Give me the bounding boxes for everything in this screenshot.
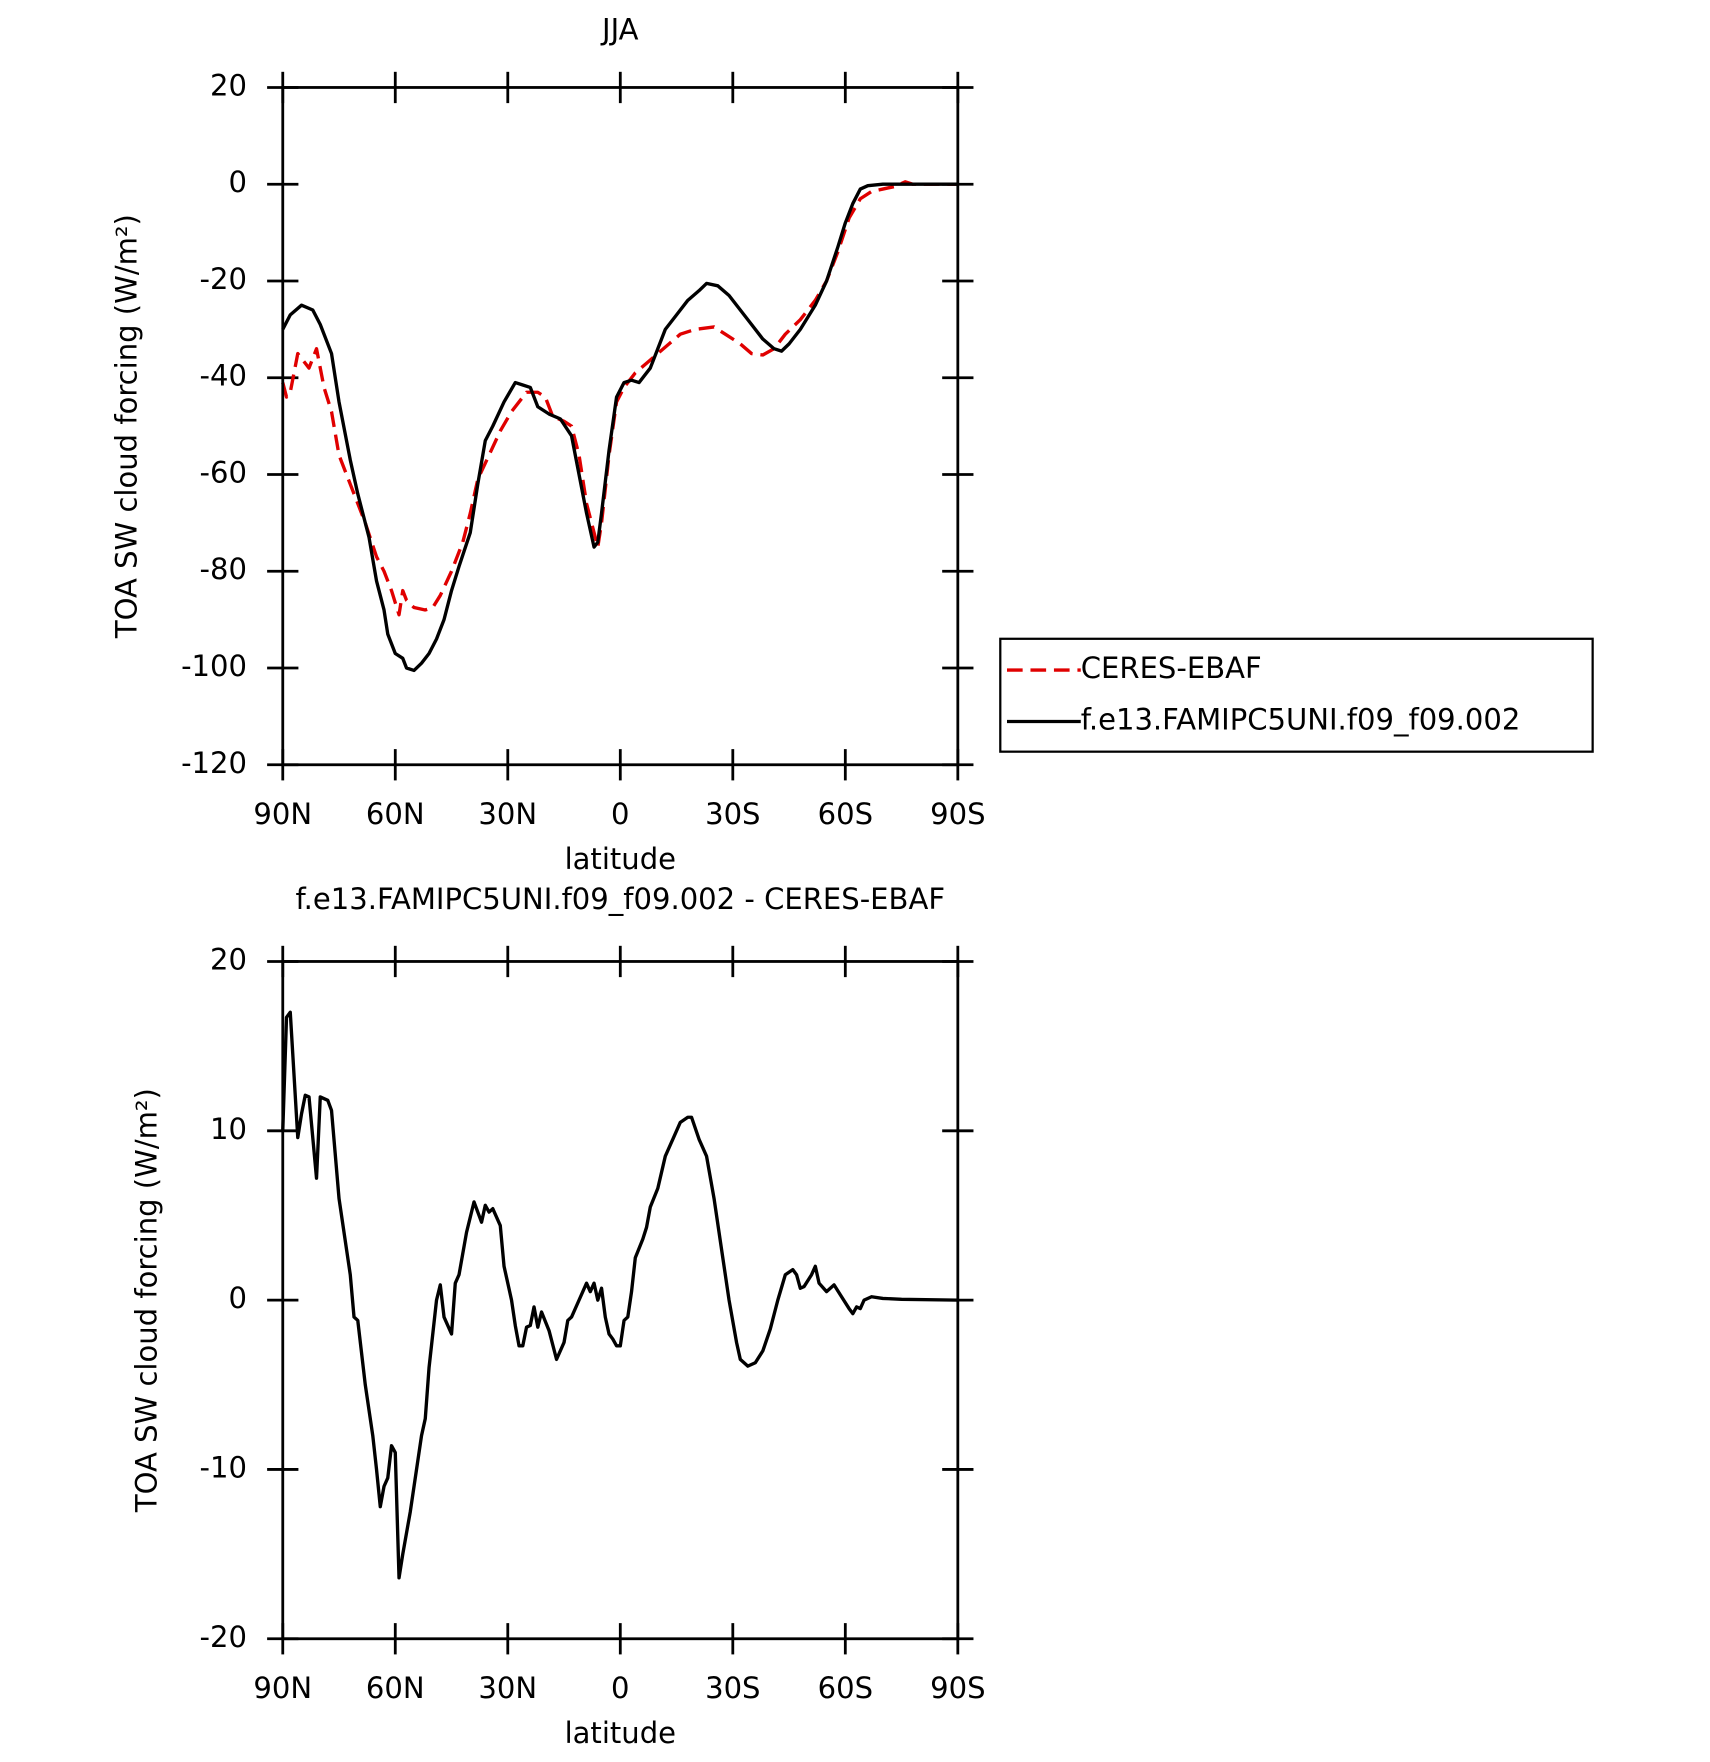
y-tick-label: -10 bbox=[200, 1450, 247, 1484]
x-tick-label: 90N bbox=[253, 797, 312, 831]
y-tick-label: -60 bbox=[200, 455, 247, 489]
y-axis-label: TOA SW cloud forcing (W/m²) bbox=[110, 214, 144, 639]
y-tick-label: 0 bbox=[229, 165, 247, 199]
x-tick-label: 0 bbox=[611, 797, 629, 831]
x-tick-label: 30S bbox=[705, 797, 760, 831]
x-axis-label: latitude bbox=[565, 842, 676, 876]
x-tick-label: 30N bbox=[478, 1671, 537, 1705]
x-tick-label: 60N bbox=[366, 1671, 425, 1705]
y-tick-label: -100 bbox=[181, 649, 247, 683]
data-line bbox=[281, 1010, 958, 1580]
legend-label: CERES-EBAF bbox=[1081, 651, 1262, 685]
legend-box bbox=[999, 637, 1594, 753]
y-tick-label: 20 bbox=[210, 942, 247, 976]
y-tick-label: 0 bbox=[229, 1281, 247, 1315]
plot-frame bbox=[281, 960, 960, 1641]
x-tick-label: 90S bbox=[930, 797, 985, 831]
y-tick-label: -20 bbox=[200, 1620, 247, 1654]
plot-frame bbox=[281, 86, 960, 767]
y-axis-label: TOA SW cloud forcing (W/m²) bbox=[130, 1088, 164, 1513]
chart-title: JJA bbox=[600, 13, 639, 47]
y-tick-label: -40 bbox=[200, 359, 247, 393]
data-line bbox=[281, 180, 958, 617]
x-tick-label: 0 bbox=[611, 1671, 629, 1705]
x-tick-label: 30S bbox=[705, 1671, 760, 1705]
chart-title: f.e13.FAMIPC5UNI.f09_f09.002 - CERES-EBA… bbox=[296, 882, 945, 916]
x-tick-label: 30N bbox=[478, 797, 537, 831]
data-line bbox=[281, 182, 958, 673]
y-tick-label: -20 bbox=[200, 262, 247, 296]
y-tick-label: 20 bbox=[210, 68, 247, 102]
x-tick-label: 90S bbox=[930, 1671, 985, 1705]
y-tick-label: 10 bbox=[210, 1112, 247, 1146]
legend-label: f.e13.FAMIPC5UNI.f09_f09.002 bbox=[1081, 702, 1521, 736]
x-tick-label: 60S bbox=[818, 1671, 873, 1705]
x-tick-label: 60N bbox=[366, 797, 425, 831]
x-tick-label: 60S bbox=[818, 797, 873, 831]
y-tick-label: -120 bbox=[181, 746, 247, 780]
x-axis-label: latitude bbox=[565, 1716, 676, 1750]
x-tick-label: 90N bbox=[253, 1671, 312, 1705]
y-tick-label: -80 bbox=[200, 552, 247, 586]
